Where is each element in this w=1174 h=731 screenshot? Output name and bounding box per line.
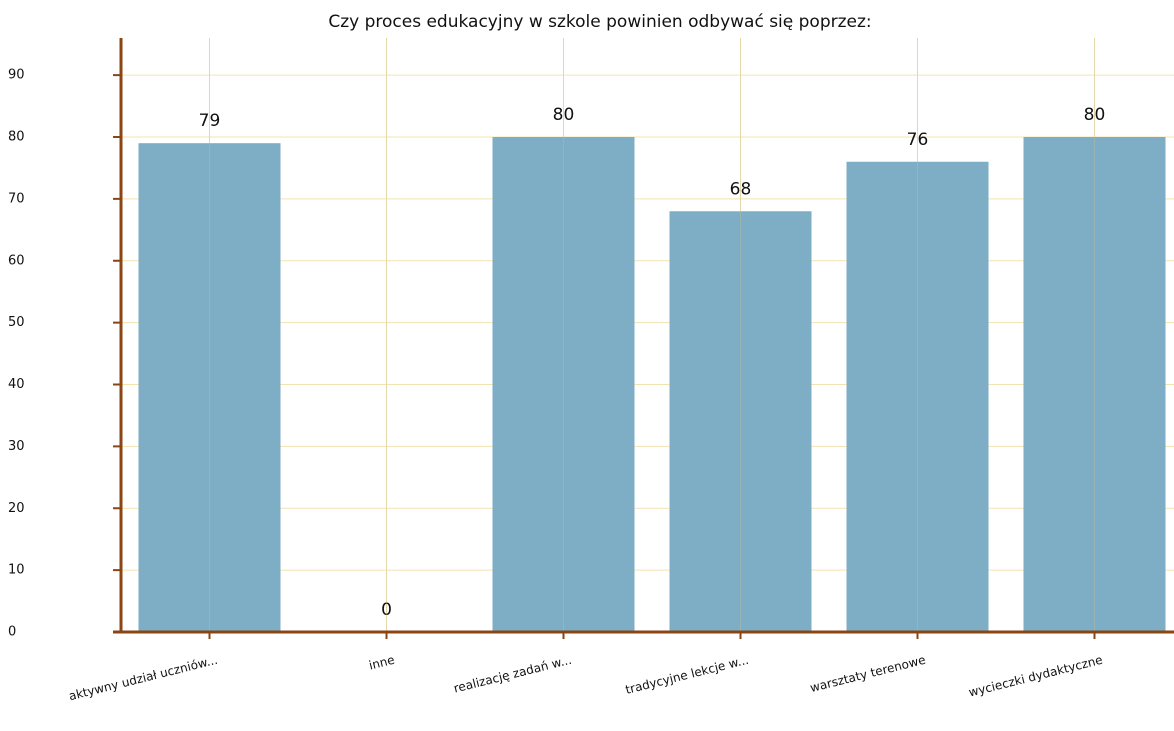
x-tick-label: aktywny udział uczniów...	[67, 653, 219, 704]
bar	[492, 137, 635, 632]
x-tick-label: inne	[368, 653, 397, 673]
y-tick-label: 10	[8, 563, 25, 578]
y-tick-label: 60	[8, 253, 25, 268]
data-label: 0	[381, 600, 392, 620]
bar	[1023, 137, 1166, 632]
x-tick-label: tradycyjne lekcje w...	[624, 653, 750, 697]
y-tick-label: 50	[8, 315, 25, 330]
chart-title: Czy proces edukacyjny w szkole powinien …	[328, 12, 871, 32]
y-tick-label: 70	[8, 191, 25, 206]
y-tick-label: 80	[8, 130, 25, 145]
x-tick-label: warsztaty terenowe	[809, 653, 927, 695]
bar	[846, 161, 989, 632]
x-tick-label: realizację zadań w...	[452, 653, 573, 696]
y-tick-label: 30	[8, 439, 25, 454]
y-tick-label: 40	[8, 377, 25, 392]
data-label: 80	[1084, 105, 1106, 125]
y-tick-label: 20	[8, 501, 25, 516]
data-label: 79	[199, 111, 221, 131]
x-tick-label: wycieczki dydaktyczne	[967, 653, 1104, 700]
y-tick-label: 90	[8, 68, 25, 83]
bar	[669, 211, 812, 632]
data-label: 80	[553, 105, 575, 125]
y-tick-label: 0	[8, 625, 16, 640]
data-label: 76	[907, 130, 929, 150]
bar	[138, 143, 281, 632]
data-label: 68	[730, 179, 752, 199]
